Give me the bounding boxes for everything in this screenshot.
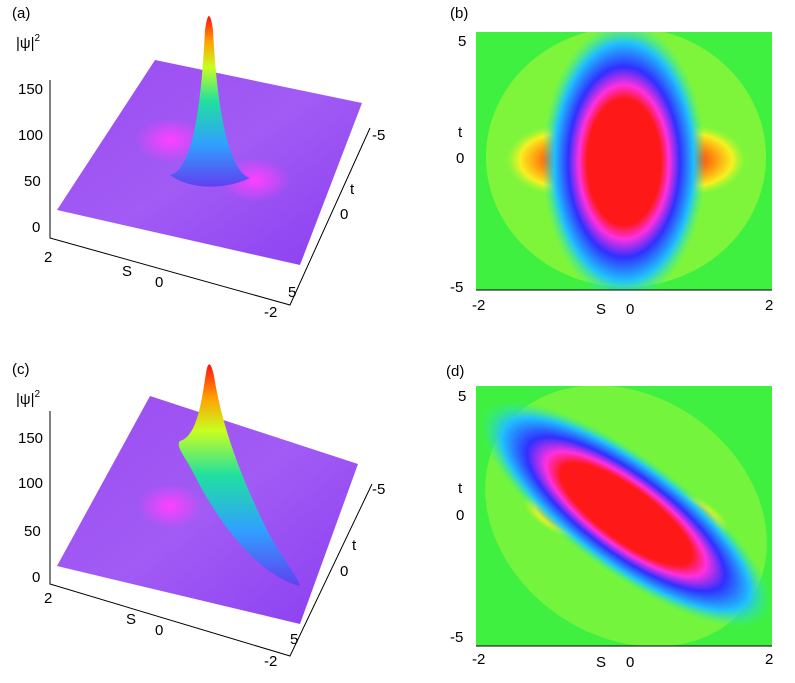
y-axis-label: t bbox=[458, 124, 463, 141]
surface-dip bbox=[135, 118, 205, 162]
x-tick-label: 0 bbox=[155, 274, 163, 291]
panel-a: (a) |ψ|2 150 100 50 0 2 0 -2 S -5 0 5 t bbox=[12, 5, 385, 321]
panel-b: (b) 5 0 -5 t -2 0 2 S bbox=[450, 5, 773, 318]
density-plot bbox=[476, 386, 772, 646]
panel-label: (b) bbox=[450, 5, 468, 22]
x-tick-label: -2 bbox=[264, 304, 277, 321]
x-tick-label: 2 bbox=[44, 249, 52, 266]
y-tick-label: 5 bbox=[458, 388, 466, 405]
panel-label: (c) bbox=[12, 361, 30, 378]
x-tick-label: 0 bbox=[155, 622, 163, 639]
x-tick-label: -2 bbox=[472, 651, 485, 668]
y-tick-label: 0 bbox=[340, 206, 348, 223]
z-tick-label: 0 bbox=[32, 219, 40, 236]
z-tick-label: 100 bbox=[18, 127, 43, 144]
x-axis-label: S bbox=[122, 263, 132, 280]
y-axis-label: t bbox=[350, 181, 355, 198]
x-axis-label: S bbox=[126, 611, 136, 628]
surface-peak bbox=[178, 364, 300, 586]
z-axis-label: |ψ|2 bbox=[16, 389, 41, 408]
x-axis-label: S bbox=[596, 654, 606, 671]
z-tick-label: 150 bbox=[18, 430, 43, 447]
y-axis-label: t bbox=[352, 537, 357, 554]
axes bbox=[49, 80, 371, 306]
x-tick-label: -2 bbox=[264, 653, 277, 670]
y-tick-label: -5 bbox=[372, 481, 385, 498]
y-tick-label: -5 bbox=[450, 629, 463, 646]
y-tick-label: 5 bbox=[288, 284, 296, 301]
y-tick-label: 0 bbox=[456, 150, 464, 167]
density-plot bbox=[476, 32, 772, 290]
y-axis-label: t bbox=[458, 480, 463, 497]
axes bbox=[49, 411, 373, 657]
x-axis-label: S bbox=[596, 301, 606, 318]
y-tick-label: -5 bbox=[450, 279, 463, 296]
x-tick-label: 0 bbox=[626, 301, 634, 318]
x-tick-label: 2 bbox=[44, 590, 52, 607]
y-tick-label: 0 bbox=[340, 563, 348, 580]
x-tick-label: 2 bbox=[765, 297, 773, 314]
x-tick-label: 2 bbox=[765, 651, 773, 668]
panel-label: (d) bbox=[446, 363, 464, 380]
surface-peak bbox=[170, 16, 250, 187]
panel-c: (c) |ψ|2 150 100 50 0 2 0 -2 S -5 0 5 t bbox=[12, 361, 385, 670]
y-tick-label: 5 bbox=[458, 33, 466, 50]
surface-dip bbox=[138, 484, 202, 528]
z-tick-label: 50 bbox=[24, 523, 41, 540]
z-tick-label: 50 bbox=[24, 173, 41, 190]
y-tick-label: 0 bbox=[456, 507, 464, 524]
z-tick-label: 0 bbox=[32, 569, 40, 586]
y-tick-label: 5 bbox=[290, 631, 298, 648]
x-tick-label: 0 bbox=[626, 654, 634, 671]
z-tick-label: 150 bbox=[18, 81, 43, 98]
panel-label: (a) bbox=[12, 5, 30, 22]
panel-d: (d) 5 0 -5 t -2 0 2 S bbox=[446, 363, 773, 671]
y-tick-label: -5 bbox=[372, 127, 385, 144]
x-tick-label: -2 bbox=[472, 297, 485, 314]
z-tick-label: 100 bbox=[18, 475, 43, 492]
z-axis-label: |ψ|2 bbox=[16, 33, 41, 52]
